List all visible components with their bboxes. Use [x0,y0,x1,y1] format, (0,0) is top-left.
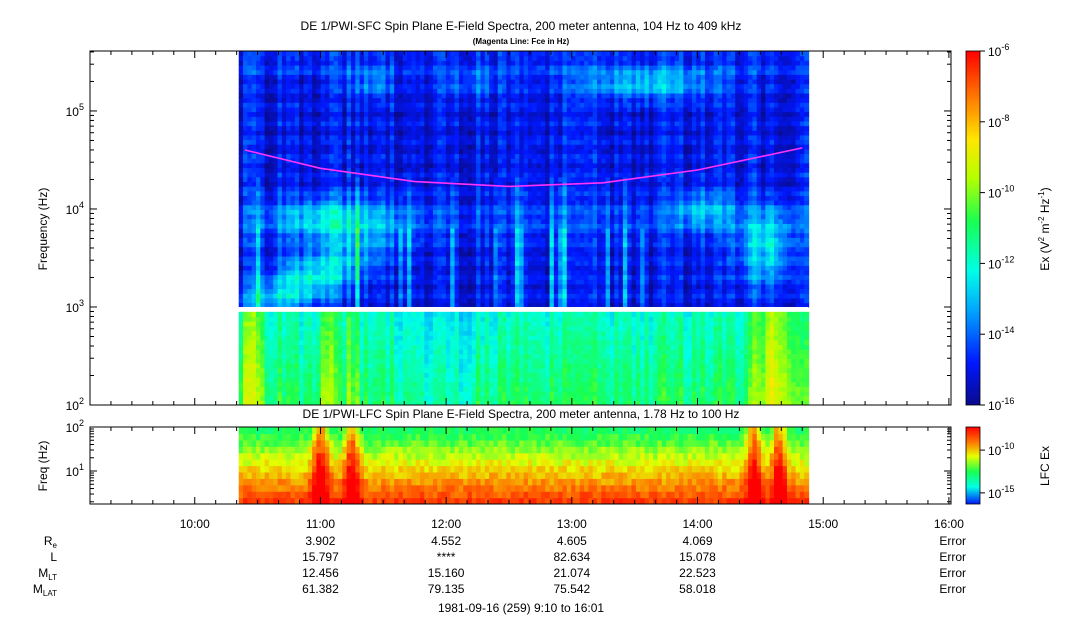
ephemeris-value: 22.523 [679,566,716,580]
ephemeris-value: 61.382 [302,582,339,596]
top-panel-title: DE 1/PWI-SFC Spin Plane E-Field Spectra,… [301,19,742,33]
colorbar-tick-label: 10-12 [988,254,1014,271]
x-tick-label: 15:00 [808,517,838,531]
ephemeris-value: Error [939,566,966,580]
y-tick-label: 105 [66,102,84,119]
sfc-spectrogram-image [238,51,810,405]
ephemeris-value: 12.456 [302,566,339,580]
ephemeris-value: Error [939,550,966,564]
lfc-spectrogram-image [238,427,810,504]
ephemeris-value: 3.902 [305,534,335,548]
top-panel-subtitle: (Magenta Line: Fce in Hz) [473,37,570,46]
colorbar-tick-label: 10-6 [988,42,1009,59]
ephemeris-value: 75.542 [553,582,590,596]
ephemeris-row-label: MLAT [33,582,57,598]
ephemeris-row-label: MLT [38,566,57,582]
sfc-colorbar-ticks: 10-16 10-14 10-12 10-10 10-8 10-6 [980,42,1014,413]
fce-line [244,147,803,188]
sfc-colorbar [965,50,981,406]
x-tick-label: 14:00 [682,517,712,531]
colorbar-tick-label: 10-10 [988,441,1014,458]
lfc-panel-title: DE 1/PWI-LFC Spin Plane E-Field Spectra,… [303,407,740,421]
lfc-y-axis-label: Freq (Hz) [36,441,50,492]
sfc-y-axis: 102 103 104 105 [66,51,951,413]
x-tick-label: 12:00 [431,517,461,531]
lfc-y-axis: 101 102 [66,418,951,503]
x-tick-label: 13:00 [557,517,587,531]
sfc-y-axis-label: Frequency (Hz) [36,188,50,271]
y-tick-label: 104 [66,200,84,217]
colorbar-tick-label: 10-10 [988,184,1014,201]
ephemeris-value: 15.160 [428,566,465,580]
x-tick-label: 16:00 [934,517,964,531]
ephemeris-value: Error [939,582,966,596]
ephemeris-value: **** [437,550,456,564]
ephemeris-value: 21.074 [553,566,590,580]
ephemeris-value: 4.605 [557,534,587,548]
colorbar-tick-label: 10-14 [988,325,1014,342]
sfc-colorbar-label: Ex (V2 m-2 Hz-1) [1037,187,1052,270]
colorbar-tick-label: 10-16 [988,396,1014,413]
ephemeris-table: Re 3.902 4.552 4.605 4.069 Error L 15.797 **** 82… [33,534,966,598]
lfc-colorbar-label: LFC Ex [1038,446,1052,486]
y-tick-label: 102 [66,396,84,413]
time-axis: 10:00 11:00 12:00 13:00 14:00 15:00 16:00 [110,51,964,531]
ephemeris-value: 79.135 [428,582,465,596]
ephemeris-value: 15.078 [679,550,716,564]
x-tick-label: 10:00 [180,517,210,531]
x-tick-label: 11:00 [306,517,335,531]
ephemeris-value: 4.552 [431,534,461,548]
ephemeris-value: Error [939,534,966,548]
ephemeris-value: 58.018 [679,582,716,596]
lfc-colorbar [965,426,981,505]
time-range-footer: 1981-09-16 (259) 9:10 to 16:01 [438,601,604,615]
y-tick-label: 103 [66,298,84,315]
colorbar-tick-label: 10-8 [988,113,1009,130]
ephemeris-row-label: Re [44,534,58,550]
sfc-plot-frame [89,50,952,406]
y-tick-label: 101 [66,462,84,479]
colorbar-tick-label: 10-15 [988,484,1014,501]
lfc-plot-frame [89,426,952,505]
lfc-colorbar-ticks: 10-15 10-10 [980,441,1014,501]
y-tick-label: 102 [66,418,84,435]
ephemeris-value: 15.797 [302,550,339,564]
ephemeris-value: 4.069 [682,534,712,548]
ephemeris-value: 82.634 [553,550,590,564]
ephemeris-row-label: L [50,550,57,564]
